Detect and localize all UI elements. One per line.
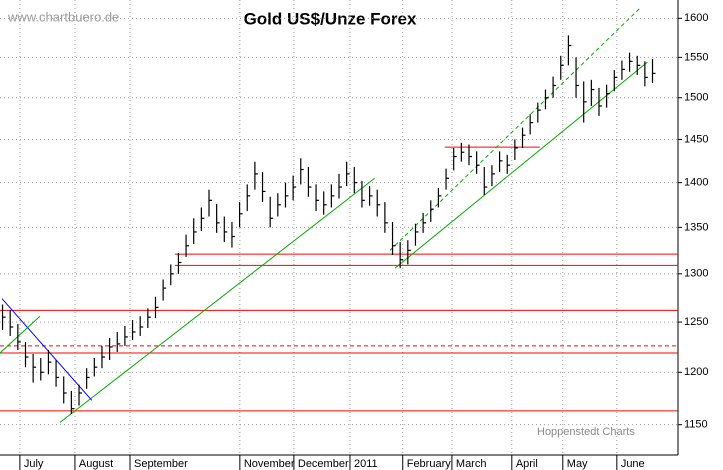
y-tick-label: 1600 [684, 12, 708, 24]
y-tick-label: 1400 [684, 177, 708, 189]
y-tick-label: 1200 [684, 366, 708, 378]
x-tick-label: March [456, 458, 487, 470]
x-tick-label: November [244, 458, 295, 470]
chart-title: Gold US$/Unze Forex [244, 9, 417, 28]
credit: Hoppenstedt Charts [537, 426, 635, 438]
x-tick-label: August [79, 458, 113, 470]
y-tick-label: 1500 [684, 92, 708, 104]
trend-line [1, 298, 93, 401]
trend-line [0, 315, 41, 354]
x-tick-label: September [134, 458, 188, 470]
x-tick-label: April [516, 458, 538, 470]
watermark: www.chartbuero.de [7, 9, 119, 24]
x-tick-label: February [407, 458, 452, 470]
trend-line [394, 61, 648, 269]
trend-line [59, 177, 375, 423]
y-tick-label: 1350 [684, 221, 708, 233]
x-tick-label: December [298, 458, 349, 470]
y-tick-label: 1450 [684, 133, 708, 145]
y-tick-label: 1300 [684, 268, 708, 280]
x-tick-label: July [24, 458, 44, 470]
x-tick-label: June [621, 458, 645, 470]
y-tick-label: 1250 [684, 316, 708, 328]
x-tick-label: May [567, 458, 588, 470]
y-tick-label: 1550 [684, 51, 708, 63]
y-tick-label: 1150 [684, 419, 708, 431]
trend-line [389, 8, 641, 251]
x-tick-label: 2011 [354, 458, 378, 470]
